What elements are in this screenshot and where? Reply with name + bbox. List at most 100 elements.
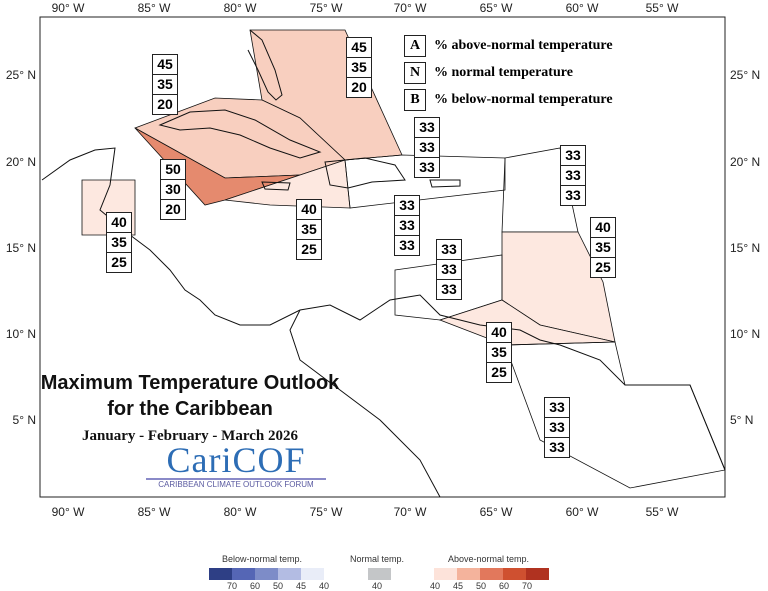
coastline-florida (247, 29, 283, 101)
legend-normal-label: Normal temp. (350, 554, 405, 564)
probability-value: 33 (436, 279, 462, 300)
coastline-cuba (158, 109, 322, 159)
coastline-puerto-rico (429, 179, 461, 188)
probability-value: 40 (590, 217, 616, 238)
probability-label: 33 33 33 (544, 397, 570, 458)
probability-value: 33 (544, 397, 570, 418)
axis-tick-label: 5° N (13, 413, 36, 427)
probability-value: 25 (296, 239, 322, 260)
axis-tick-label: 85° W (138, 505, 171, 519)
legend-swatch (480, 568, 503, 580)
probability-value: 33 (394, 235, 420, 256)
probability-label: 33 33 33 (394, 195, 420, 256)
below-color-bar (209, 568, 324, 580)
axis-tick-label: 55° W (646, 505, 679, 519)
axis-tick-label: 15° N (730, 241, 760, 255)
axis-tick-label: 75° W (310, 505, 343, 519)
axis-tick-label: 65° W (480, 505, 513, 519)
map-title-line2: for the Caribbean (107, 398, 273, 420)
axis-tick-label: 80° W (224, 505, 257, 519)
key-text: % below-normal temperature (434, 92, 613, 107)
probability-value: 50 (160, 159, 186, 180)
axis-tick-label: 20° N (730, 155, 760, 169)
probability-value: 33 (394, 195, 420, 216)
key-item: B % below-normal temperature (404, 89, 613, 111)
legend-tick: 60 (499, 581, 510, 591)
probability-value: 33 (560, 165, 586, 186)
probability-value: 33 (414, 137, 440, 158)
logo-tagline: CARIBBEAN CLIMATE OUTLOOK FORUM (146, 478, 326, 489)
probability-value: 35 (346, 57, 372, 78)
map-frame (39, 16, 726, 498)
probability-value: 33 (394, 215, 420, 236)
probability-value: 35 (152, 74, 178, 95)
probability-value: 33 (560, 185, 586, 206)
key-letter: B (404, 89, 426, 111)
probability-value: 20 (160, 199, 186, 220)
legend-tick: 60 (250, 581, 261, 591)
key-letter: A (404, 35, 426, 57)
legend-tick: 40 (319, 581, 330, 591)
legend-tick: 50 (273, 581, 284, 591)
axis-tick-label: 60° W (566, 505, 599, 519)
probability-label: 33 33 33 (414, 117, 440, 178)
key-item: A % above-normal temperature (404, 35, 613, 57)
probability-value: 45 (152, 54, 178, 75)
probability-label: 33 33 33 (436, 239, 462, 300)
probability-value: 25 (486, 362, 512, 383)
probability-value: 20 (346, 77, 372, 98)
probability-label: 45 35 20 (346, 37, 372, 98)
legend-tick: 45 (296, 581, 307, 591)
map-period: January - February - March 2026 (82, 428, 298, 444)
probability-value: 25 (106, 252, 132, 273)
probability-value: 35 (296, 219, 322, 240)
probability-value: 40 (106, 212, 132, 233)
legend-swatch (457, 568, 480, 580)
axis-tick-label: 60° W (566, 1, 599, 15)
legend-above-label: Above-normal temp. (448, 554, 530, 564)
probability-value: 35 (486, 342, 512, 363)
axis-tick-label: 20° N (6, 155, 36, 169)
probability-value: 20 (152, 94, 178, 115)
probability-value: 33 (436, 239, 462, 260)
legend-tick: 70 (522, 581, 533, 591)
coastline-south-america (289, 309, 441, 498)
key-text: % above-normal temperature (434, 38, 613, 53)
axis-tick-label: 80° W (224, 1, 257, 15)
key-letter: N (404, 62, 426, 84)
axis-tick-label: 10° N (6, 327, 36, 341)
probability-value: 45 (346, 37, 372, 58)
probability-label: 40 35 25 (296, 199, 322, 260)
legend-tick: 40 (430, 581, 441, 591)
legend-swatch (255, 568, 278, 580)
legend-tick: 70 (227, 581, 238, 591)
probability-value: 33 (436, 259, 462, 280)
probability-label: 40 35 25 (106, 212, 132, 273)
probability-value: 35 (106, 232, 132, 253)
axis-tick-label: 70° W (394, 505, 427, 519)
axis-tick-label: 90° W (52, 1, 85, 15)
probability-value: 30 (160, 179, 186, 200)
legend-swatch (434, 568, 457, 580)
legend-tick: 50 (476, 581, 487, 591)
legend-swatch (503, 568, 526, 580)
legend-swatch (209, 568, 232, 580)
coastline-central-america (41, 147, 726, 471)
probability-label: 33 33 33 (560, 145, 586, 206)
legend-swatch (232, 568, 255, 580)
axis-tick-label: 70° W (394, 1, 427, 15)
probability-label: 40 35 25 (590, 217, 616, 278)
legend-swatch (301, 568, 324, 580)
above-color-bar (434, 568, 549, 580)
probability-label: 50 30 20 (160, 159, 186, 220)
probability-value: 40 (296, 199, 322, 220)
axis-tick-label: 65° W (480, 1, 513, 15)
caricof-logo: CariCOF CARIBBEAN CLIMATE OUTLOOK FORUM (146, 442, 326, 489)
axis-tick-label: 15° N (6, 241, 36, 255)
axis-tick-label: 5° N (730, 413, 753, 427)
legend-tick: 40 (372, 581, 383, 591)
legend-swatch (278, 568, 301, 580)
probability-value: 33 (414, 157, 440, 178)
region-hispaniola (344, 154, 506, 209)
